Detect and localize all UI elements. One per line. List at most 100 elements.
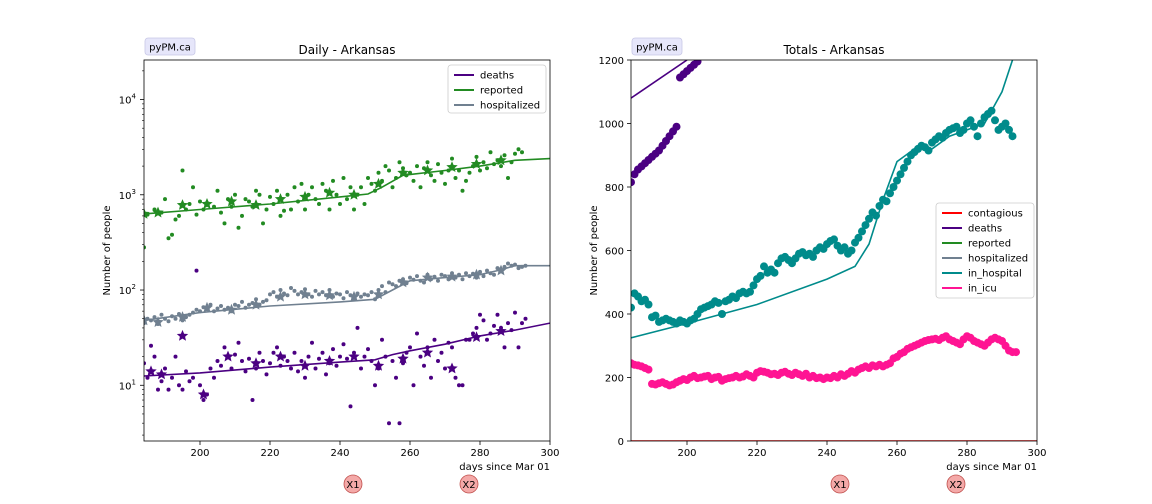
hospitalized-point bbox=[289, 286, 293, 290]
reported-point bbox=[292, 185, 297, 190]
deaths-point bbox=[177, 383, 181, 388]
hospitalized-point bbox=[408, 275, 412, 280]
reported-point bbox=[499, 164, 503, 169]
hospitalized-point bbox=[247, 302, 251, 307]
reported-point bbox=[397, 160, 402, 165]
hospitalized-point bbox=[317, 292, 321, 297]
deaths-star bbox=[348, 350, 360, 362]
hospitalized-star bbox=[348, 290, 360, 302]
deaths-point bbox=[506, 321, 510, 326]
deaths-point bbox=[397, 421, 402, 426]
hospitalized-point bbox=[460, 277, 465, 282]
deaths-point bbox=[432, 337, 437, 342]
hospitalized-star bbox=[201, 301, 213, 313]
y-tick-label: 200 bbox=[605, 374, 624, 385]
reported-point bbox=[485, 166, 489, 171]
deaths-point bbox=[317, 356, 321, 361]
deaths-point bbox=[345, 356, 349, 361]
hospitalized-point bbox=[485, 268, 489, 273]
reported-point bbox=[436, 162, 440, 167]
source-badge-text: pyPM.ca bbox=[636, 43, 678, 54]
axes-frame bbox=[630, 59, 1038, 442]
deaths-point bbox=[334, 363, 339, 368]
x-tick-label: 220 bbox=[747, 448, 766, 459]
hospitalized-point bbox=[380, 284, 384, 289]
deaths-point bbox=[693, 60, 702, 66]
hospitalized-point bbox=[359, 294, 363, 299]
in-icu-point bbox=[644, 365, 653, 374]
reported-point bbox=[425, 160, 430, 165]
in-hospital-point bbox=[760, 262, 768, 271]
reported-point bbox=[453, 176, 458, 180]
hospitalized-star bbox=[470, 268, 483, 280]
legend-box bbox=[447, 64, 547, 114]
in-hospital-point bbox=[770, 268, 779, 277]
y-tick-label: 0 bbox=[618, 437, 624, 448]
reported-star bbox=[152, 206, 164, 218]
in-hospital-point bbox=[746, 287, 754, 296]
deaths-point bbox=[240, 359, 244, 363]
source-badge bbox=[631, 37, 683, 56]
x-tick-label: 280 bbox=[957, 448, 976, 459]
reported-point bbox=[362, 202, 367, 206]
reported-point bbox=[166, 236, 171, 241]
x-tick-label: 220 bbox=[260, 448, 279, 459]
in-hospital-point bbox=[973, 132, 982, 141]
reported-point bbox=[320, 181, 325, 186]
hospitalized-point bbox=[313, 288, 318, 293]
marker-label-x1: X1 bbox=[346, 480, 359, 491]
reported-point bbox=[177, 213, 181, 218]
deaths-point bbox=[394, 375, 398, 380]
reported-point bbox=[411, 178, 416, 183]
legend-box bbox=[935, 202, 1035, 299]
x-tick-label: 260 bbox=[400, 448, 419, 459]
deaths-point bbox=[201, 398, 206, 402]
in-icu-point bbox=[1012, 348, 1020, 357]
deaths-point bbox=[152, 354, 157, 359]
reported-point bbox=[170, 232, 174, 237]
in-hospital-point bbox=[903, 157, 912, 166]
deaths-point bbox=[247, 356, 251, 361]
x-tick-label: 240 bbox=[330, 448, 349, 459]
reported-point bbox=[327, 207, 332, 212]
reported-point bbox=[450, 156, 454, 161]
deaths-point bbox=[474, 325, 479, 330]
deaths-point bbox=[341, 342, 346, 347]
x-tick-label: 300 bbox=[540, 448, 559, 459]
deaths-point bbox=[338, 354, 342, 359]
deaths-point bbox=[471, 331, 475, 336]
reported-point bbox=[198, 199, 202, 204]
in-hospital-point bbox=[809, 252, 817, 261]
deaths-star bbox=[176, 329, 189, 341]
reported-star bbox=[176, 199, 189, 210]
reported-star bbox=[323, 186, 336, 198]
hospitalized-point bbox=[166, 319, 171, 324]
reported-point bbox=[299, 181, 304, 186]
x-axis-label: days since Mar 01 bbox=[946, 462, 1037, 473]
reported-star bbox=[274, 193, 287, 204]
y-tick-label: 600 bbox=[605, 247, 624, 258]
reported-point bbox=[383, 164, 388, 169]
legend-label-reported: reported bbox=[480, 86, 523, 97]
y-axis-label: Number of people bbox=[102, 205, 113, 295]
deaths-point bbox=[436, 359, 440, 363]
deaths-star bbox=[397, 352, 409, 364]
deaths-point bbox=[348, 404, 353, 409]
reported-point bbox=[376, 170, 381, 175]
deaths-point bbox=[149, 343, 153, 348]
deaths-point bbox=[299, 359, 304, 363]
in-hospital-point bbox=[644, 300, 653, 309]
hospitalized-point bbox=[390, 282, 395, 287]
reported-point bbox=[240, 213, 244, 218]
hospitalized-star bbox=[152, 316, 164, 327]
deaths-point bbox=[306, 354, 311, 359]
deaths-point bbox=[453, 375, 458, 380]
hospitalized-point bbox=[233, 302, 237, 307]
scenario-markers: X1 X2 X1 X2 bbox=[343, 474, 966, 494]
in-hospital-point bbox=[631, 303, 635, 312]
deaths-point bbox=[387, 421, 391, 426]
x-tick-label: 200 bbox=[677, 448, 696, 459]
deaths-point bbox=[236, 340, 241, 345]
deaths-point bbox=[390, 359, 395, 363]
